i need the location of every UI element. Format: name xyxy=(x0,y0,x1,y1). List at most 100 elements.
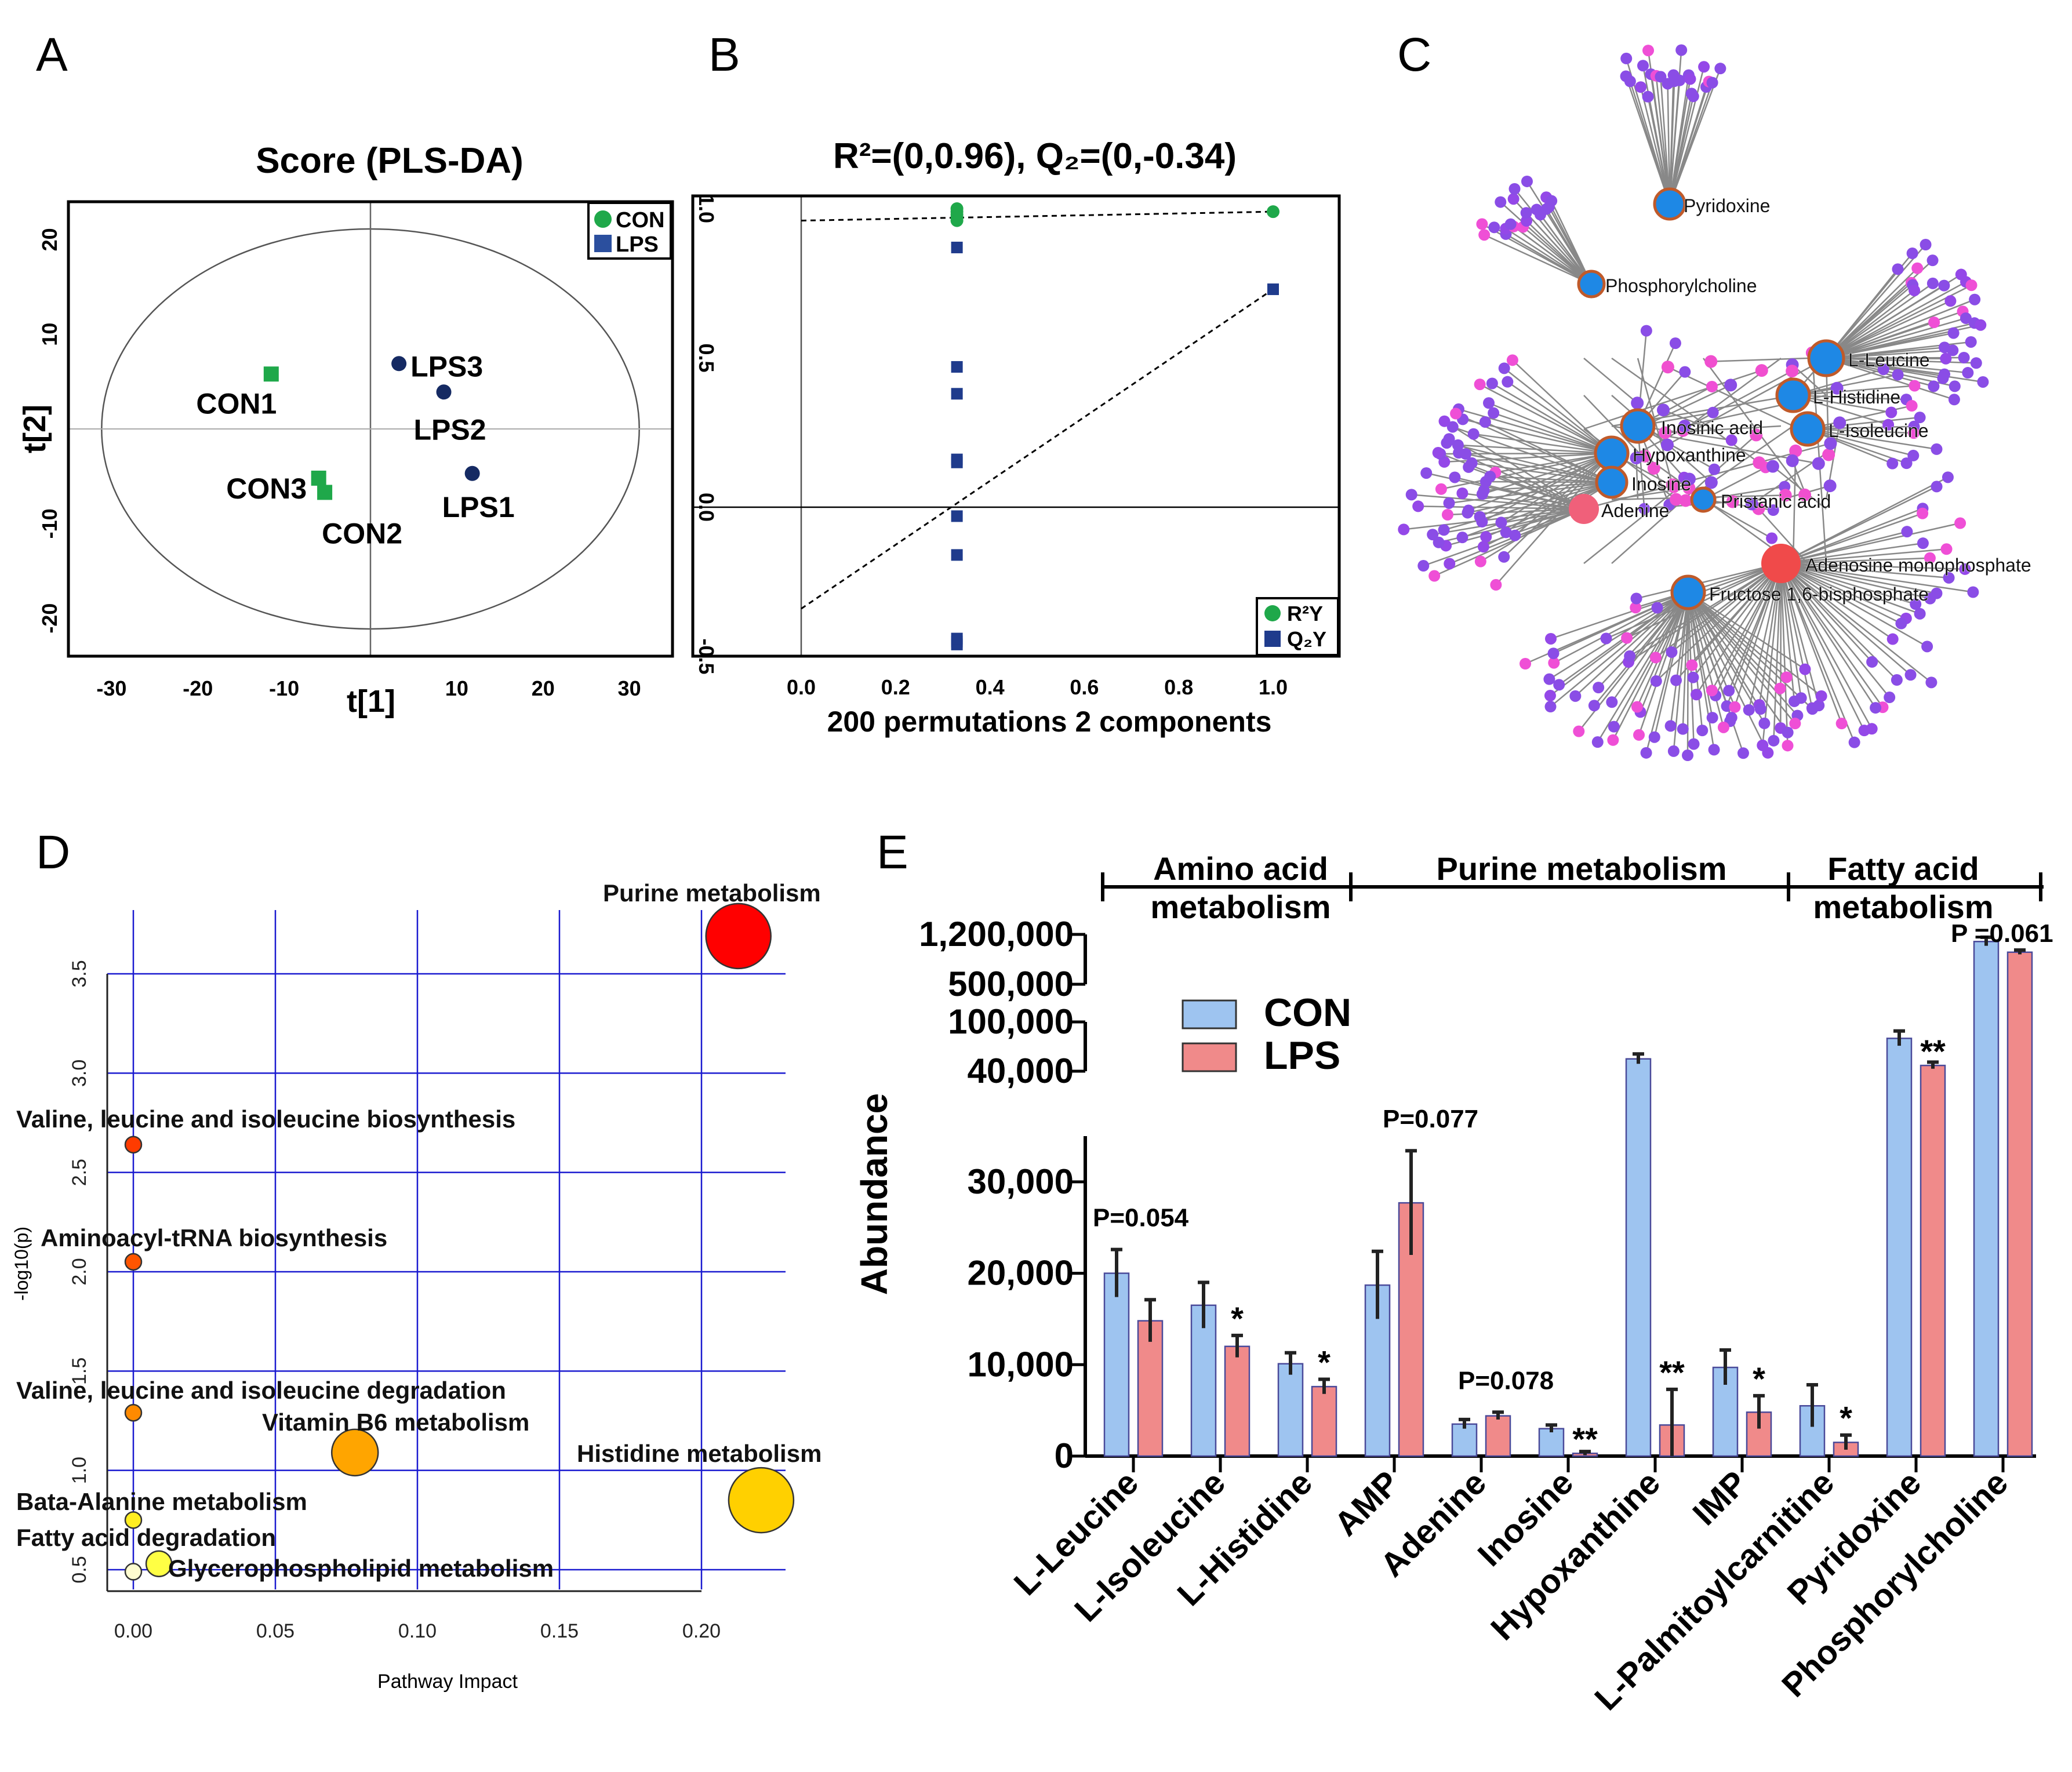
leaf-node xyxy=(1914,412,1926,424)
leaf-nodes xyxy=(1398,44,1989,762)
y-tick-label: 0.0 xyxy=(695,493,718,522)
edge xyxy=(1553,591,1689,664)
leaf-node xyxy=(1417,560,1430,572)
bar-lps-amp xyxy=(1398,1202,1424,1457)
bubble-bata-alanine-metabolism xyxy=(124,1511,143,1529)
leaf-node xyxy=(1441,508,1453,521)
leaf-node xyxy=(1975,319,1987,331)
y-axis-label: t[2] xyxy=(17,405,52,453)
edge xyxy=(1826,281,1966,359)
edge xyxy=(1780,563,1877,708)
y-tick-label: 10,000 xyxy=(967,1345,1074,1384)
edge xyxy=(1611,395,1712,483)
edge xyxy=(1702,358,1806,496)
bubble-valine-leucine-and-isoleucine-degradation xyxy=(124,1404,143,1422)
leaf-node xyxy=(1521,175,1533,187)
bar-con-inosine xyxy=(1538,1428,1565,1457)
edge xyxy=(1611,357,1760,464)
q2y-point xyxy=(951,549,963,561)
x-tick-label: -10 xyxy=(269,676,299,700)
leaf-node xyxy=(1892,263,1904,275)
point-label: CON2 xyxy=(322,517,402,550)
leaf-node xyxy=(1938,279,1950,292)
bar-lps-l-isoleucine xyxy=(1224,1345,1251,1457)
leaf-node xyxy=(1962,367,1974,379)
leaf-node xyxy=(1420,467,1433,479)
leaf-node xyxy=(1755,364,1768,377)
x-tick-label: 0.00 xyxy=(114,1620,152,1642)
annotation: * xyxy=(1840,1400,1852,1436)
leaf-node xyxy=(1798,488,1812,501)
leaf-node xyxy=(1600,632,1612,645)
leaf-node xyxy=(1920,238,1932,250)
edge xyxy=(1687,592,1715,750)
bubble-label: Aminoacyl-tRNA biosynthesis xyxy=(41,1224,387,1251)
leaf-node xyxy=(1478,485,1490,497)
y-tick-label: 10 xyxy=(38,323,61,346)
leaf-node xyxy=(1656,403,1670,417)
leaf-node xyxy=(1958,351,1970,363)
leaf-node xyxy=(1544,701,1557,713)
y-tick-label: 20,000 xyxy=(967,1254,1074,1293)
leaf-node xyxy=(1766,460,1779,473)
y-tick-label: 1.0 xyxy=(695,194,718,223)
x-tick-label: 0.2 xyxy=(881,675,910,699)
leaf-node xyxy=(1799,663,1811,675)
edge xyxy=(1434,508,1584,577)
edge xyxy=(1793,394,1907,401)
leaf-node xyxy=(1495,516,1507,529)
leaf-node xyxy=(1443,497,1455,509)
leaf-node xyxy=(1444,558,1456,570)
leaf-node xyxy=(1940,543,1953,555)
bubble-label: Histidine metabolism xyxy=(577,1440,821,1467)
edge xyxy=(1688,592,1798,716)
point-lps1 xyxy=(464,465,480,481)
leaf-node xyxy=(1977,376,1989,388)
panel-e: E 0 10,000 20,000 30,000 40,000 100,000500,000… xyxy=(853,826,2053,1718)
hub-label: Pyridoxine xyxy=(1684,195,1770,216)
edge xyxy=(1687,592,1725,728)
edge xyxy=(1668,68,1721,205)
edge xyxy=(1793,374,1898,396)
q2y-point xyxy=(1267,283,1279,296)
leaf-node xyxy=(1686,659,1698,671)
leaf-node xyxy=(1508,183,1521,195)
leaf-node xyxy=(1965,336,1977,348)
edge xyxy=(1826,350,1953,359)
x-tick-label: 30 xyxy=(618,676,641,700)
edge xyxy=(1780,562,1916,605)
leaf-node xyxy=(1679,494,1692,507)
point-label: CON3 xyxy=(226,472,307,505)
leaf-node xyxy=(1904,669,1917,681)
x-tick-label: IMP xyxy=(1685,1464,1754,1533)
r2y-point xyxy=(1267,205,1279,219)
leaf-node xyxy=(1498,551,1510,563)
y-tick-label: 30,000 xyxy=(967,1162,1074,1201)
hub-label: Fructose 1,6-bisphosphate xyxy=(1709,584,1929,605)
bubble-purine-metabolism xyxy=(705,903,772,970)
leaf-node xyxy=(1456,487,1468,499)
leaf-node xyxy=(1780,671,1793,683)
leaf-node xyxy=(1940,352,1952,365)
leaf-node xyxy=(1885,406,1897,419)
leaf-node xyxy=(1750,428,1763,442)
x-tick-label: 0.15 xyxy=(540,1620,579,1642)
edge xyxy=(1807,425,1914,430)
edge xyxy=(1550,591,1689,640)
leaf-node xyxy=(1593,682,1605,694)
x-tick-label: 0.8 xyxy=(1164,675,1193,699)
legend-label: Q₂Y xyxy=(1287,627,1326,651)
leaf-node xyxy=(1432,447,1444,459)
y-tick-label: -0.5 xyxy=(695,638,718,674)
edge xyxy=(1688,592,1822,697)
leaf-node xyxy=(1949,380,1961,392)
leaf-node xyxy=(1928,380,1940,392)
leaf-node xyxy=(1621,632,1633,644)
leaf-node xyxy=(1490,578,1502,591)
hub-pristanic-acid xyxy=(1690,486,1717,513)
leaf-node xyxy=(1427,529,1439,541)
edge xyxy=(1637,358,1674,485)
leaf-node xyxy=(1479,416,1491,428)
x-tick-label: -30 xyxy=(96,676,126,700)
bar-con-adenine xyxy=(1451,1423,1478,1457)
